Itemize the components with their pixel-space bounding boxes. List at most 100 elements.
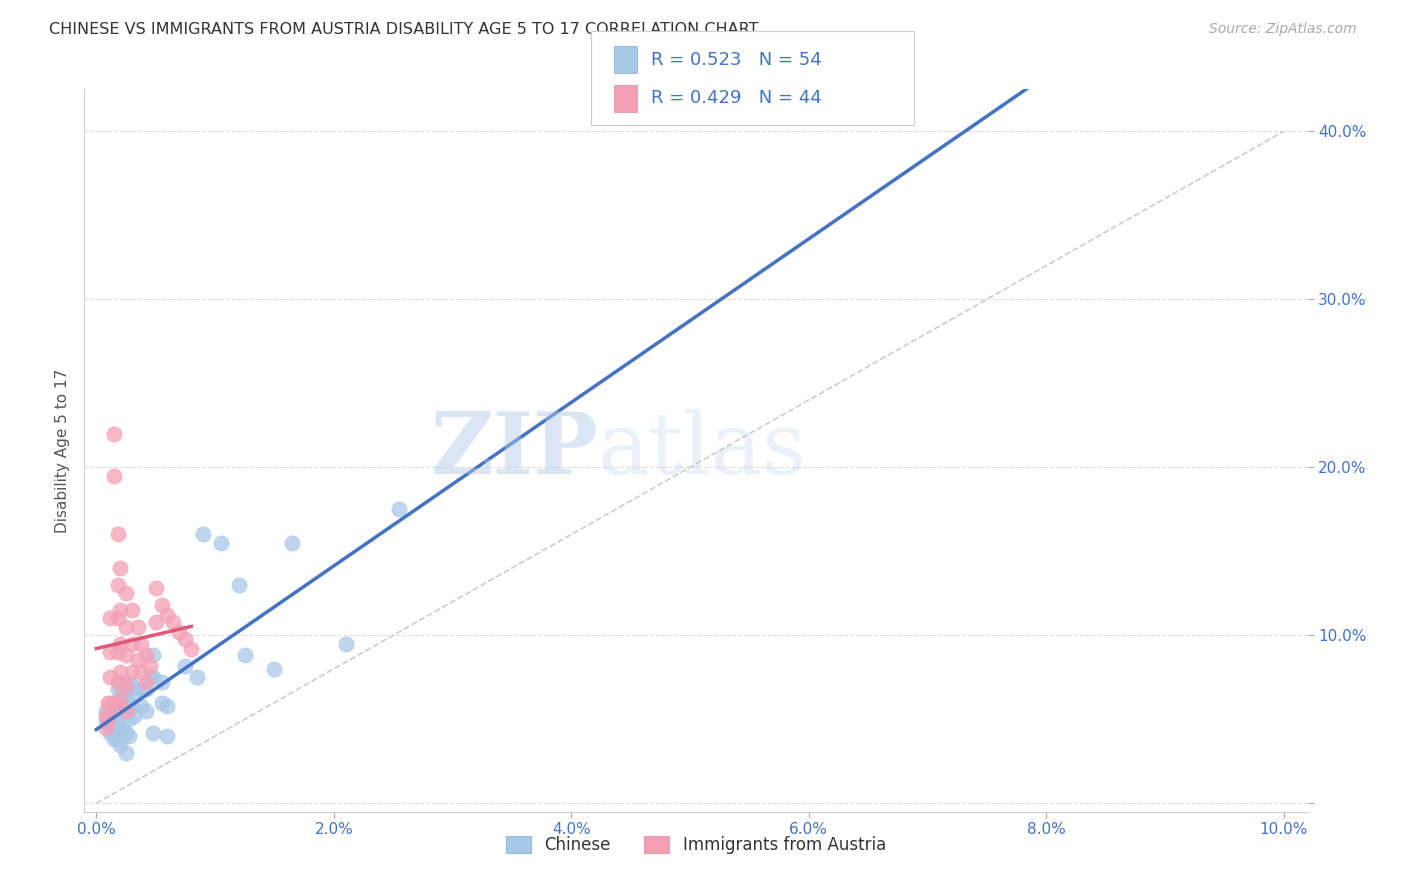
- Point: [135, 681, 157, 696]
- Point: [174, 632, 197, 646]
- Text: Source: ZipAtlas.com: Source: ZipAtlas.com: [1209, 22, 1357, 37]
- Point: [107, 527, 129, 541]
- Point: [108, 561, 131, 575]
- Point: [162, 615, 184, 629]
- Point: [186, 670, 208, 684]
- Point: [100, 670, 122, 684]
- Point: [142, 648, 165, 663]
- Point: [103, 426, 125, 441]
- Point: [100, 725, 122, 739]
- Point: [131, 698, 153, 713]
- Point: [107, 675, 129, 690]
- Point: [156, 698, 179, 713]
- Point: [107, 698, 129, 713]
- Point: [100, 611, 122, 625]
- Point: [107, 681, 129, 696]
- Point: [191, 527, 214, 541]
- Legend: Chinese, Immigrants from Austria: Chinese, Immigrants from Austria: [506, 836, 886, 854]
- Point: [103, 696, 125, 710]
- Point: [388, 502, 411, 516]
- Point: [103, 709, 125, 723]
- Point: [142, 725, 165, 739]
- Point: [94, 712, 117, 726]
- Point: [108, 665, 131, 680]
- Point: [108, 692, 131, 706]
- Point: [103, 732, 125, 747]
- Point: [122, 687, 145, 701]
- Point: [209, 536, 232, 550]
- Point: [115, 648, 138, 663]
- Point: [107, 698, 129, 713]
- Point: [108, 692, 131, 706]
- Point: [135, 648, 157, 663]
- Point: [118, 675, 141, 690]
- Point: [108, 721, 131, 735]
- Point: [115, 704, 138, 718]
- Point: [121, 603, 143, 617]
- Point: [108, 603, 131, 617]
- Point: [145, 581, 167, 595]
- Point: [150, 598, 173, 612]
- Point: [107, 578, 129, 592]
- Point: [115, 687, 138, 701]
- Point: [121, 637, 143, 651]
- Point: [100, 696, 122, 710]
- Point: [107, 732, 129, 747]
- Point: [138, 658, 160, 673]
- Point: [94, 721, 117, 735]
- Point: [127, 653, 149, 667]
- Point: [156, 608, 179, 623]
- Point: [122, 709, 145, 723]
- Point: [107, 645, 129, 659]
- Text: ZIP: ZIP: [430, 409, 598, 492]
- Point: [115, 704, 138, 718]
- Point: [97, 712, 120, 726]
- Point: [131, 637, 153, 651]
- Point: [118, 712, 141, 726]
- Point: [131, 681, 153, 696]
- Text: R = 0.429   N = 44: R = 0.429 N = 44: [651, 89, 821, 107]
- Point: [142, 670, 165, 684]
- Point: [115, 679, 138, 693]
- Point: [111, 721, 134, 735]
- Point: [94, 704, 117, 718]
- Point: [115, 586, 138, 600]
- Point: [131, 665, 153, 680]
- Point: [174, 658, 197, 673]
- Point: [233, 648, 256, 663]
- Point: [118, 696, 141, 710]
- Point: [135, 675, 157, 690]
- Point: [107, 611, 129, 625]
- Point: [156, 729, 179, 743]
- Point: [97, 715, 120, 730]
- Point: [94, 709, 117, 723]
- Point: [121, 698, 143, 713]
- Y-axis label: Disability Age 5 to 17: Disability Age 5 to 17: [55, 368, 70, 533]
- Point: [281, 536, 304, 550]
- Point: [108, 675, 131, 690]
- Point: [107, 715, 129, 730]
- Point: [228, 578, 250, 592]
- Text: CHINESE VS IMMIGRANTS FROM AUSTRIA DISABILITY AGE 5 TO 17 CORRELATION CHART: CHINESE VS IMMIGRANTS FROM AUSTRIA DISAB…: [49, 22, 759, 37]
- Point: [108, 704, 131, 718]
- Point: [121, 665, 143, 680]
- Point: [335, 637, 357, 651]
- Point: [115, 620, 138, 634]
- Text: R = 0.523   N = 54: R = 0.523 N = 54: [651, 51, 821, 69]
- Point: [138, 670, 160, 684]
- Point: [145, 615, 167, 629]
- Point: [97, 696, 120, 710]
- Point: [103, 468, 125, 483]
- Point: [111, 704, 134, 718]
- Point: [127, 620, 149, 634]
- Point: [100, 645, 122, 659]
- Point: [118, 729, 141, 743]
- Point: [115, 746, 138, 760]
- Point: [169, 624, 191, 639]
- Point: [180, 641, 202, 656]
- Text: atlas: atlas: [598, 409, 807, 492]
- Point: [103, 721, 125, 735]
- Point: [121, 679, 143, 693]
- Point: [150, 675, 173, 690]
- Point: [108, 637, 131, 651]
